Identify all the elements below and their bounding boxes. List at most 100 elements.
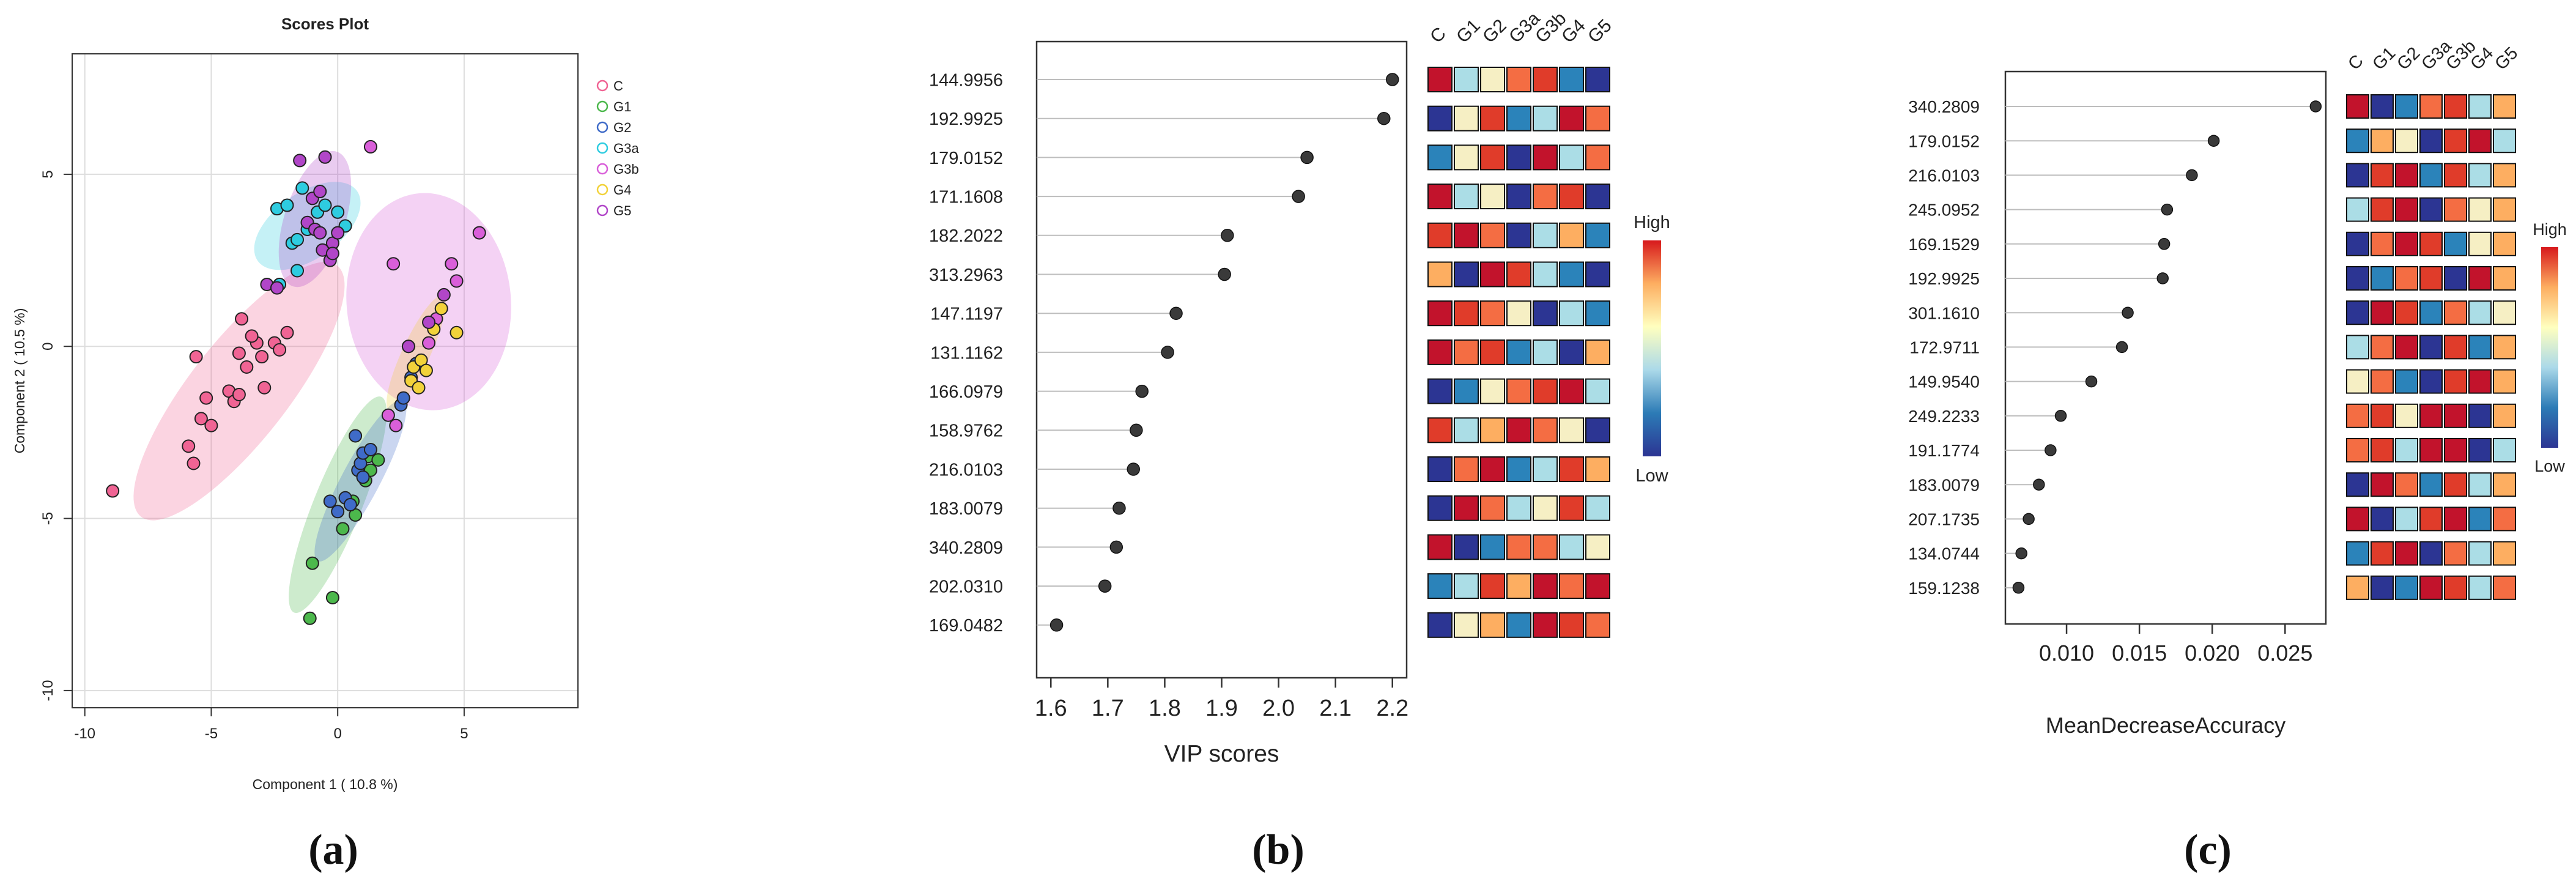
data-point-g1 — [371, 453, 385, 467]
feature-label: 191.1774 — [1908, 441, 1980, 460]
heatmap-cell — [1533, 612, 1558, 638]
heatmap-cell — [1506, 378, 1531, 404]
feature-label: 207.1735 — [1908, 510, 1980, 529]
heatmap-cell — [1559, 339, 1584, 365]
data-point-c — [255, 350, 269, 364]
heatmap-cell — [1533, 67, 1558, 92]
heatmap-cell — [2371, 369, 2394, 394]
heatmap-cell — [1480, 261, 1505, 288]
data-point-g3a — [318, 198, 332, 212]
data-point-g2 — [323, 494, 337, 508]
color-scale-bar — [2541, 247, 2558, 448]
heatmap-group-header: C — [1426, 23, 1450, 47]
heatmap-cell — [2493, 575, 2516, 600]
heatmap-cell — [2444, 94, 2467, 119]
data-point-g3b — [389, 418, 403, 432]
heatmap-cell — [1585, 300, 1610, 327]
heatmap-cell — [1480, 495, 1505, 521]
legend-label-g5: G5 — [613, 203, 631, 218]
feature-label: 245.0952 — [1908, 201, 1980, 220]
heatmap-cell — [2419, 541, 2443, 566]
heatmap-cell — [1506, 261, 1531, 288]
feature-label: 216.0103 — [929, 460, 1003, 480]
heatmap-cell — [1427, 534, 1453, 560]
heatmap-cell — [2419, 94, 2443, 119]
heatmap-cell — [1480, 105, 1505, 132]
heatmap-cell — [2468, 266, 2492, 291]
heatmap-cell — [1454, 495, 1479, 521]
x-tick-label: -10 — [74, 726, 95, 742]
heatmap-cell — [1506, 144, 1531, 171]
value-dot — [1049, 618, 1064, 632]
heatmap-cell — [1480, 573, 1505, 599]
x-axis-title: Component 1 ( 10.8 %) — [253, 776, 398, 792]
data-point-g5 — [401, 340, 415, 354]
heatmap-cell — [1427, 300, 1453, 327]
heatmap-cell — [1454, 144, 1479, 171]
data-point-g2 — [331, 505, 345, 519]
mda-panel: 340.2809 179.0152 216.0103 245.0952 169.1529… — [1682, 0, 2576, 887]
heatmap-cell — [1533, 300, 1558, 327]
feature-label: 313.2963 — [929, 265, 1003, 285]
value-dot — [1218, 267, 1231, 281]
heatmap-cell — [1533, 417, 1558, 444]
data-point-c — [199, 391, 213, 405]
heatmap-cell — [2468, 94, 2492, 119]
heatmap-cell — [2444, 541, 2467, 566]
legend-low-label: Low — [1635, 466, 1668, 486]
legend-label-g1: G1 — [613, 99, 631, 114]
data-point-g5 — [313, 185, 327, 199]
heatmap-cell — [2395, 266, 2418, 291]
data-point-g3b — [445, 257, 459, 271]
value-dot — [1169, 306, 1183, 320]
legend-high-label: High — [2533, 220, 2567, 239]
feature-label: 340.2809 — [929, 538, 1003, 558]
feature-label: 171.1608 — [929, 188, 1003, 207]
heatmap-cell — [2468, 300, 2492, 325]
legend-high-label: High — [1634, 213, 1670, 232]
value-dot — [1127, 462, 1140, 476]
heatmap-cell — [1427, 339, 1453, 365]
heatmap-cell — [2444, 197, 2467, 222]
heatmap-cell — [2346, 335, 2369, 360]
heatmap-cell — [2371, 128, 2394, 154]
caption: (b) — [1252, 826, 1305, 874]
heatmap-cell — [2444, 335, 2467, 360]
data-point-c — [232, 346, 246, 360]
heatmap-cell — [2371, 266, 2394, 291]
heatmap-cell — [1585, 573, 1610, 599]
legend-marker-g5 — [596, 204, 609, 217]
heatmap-cell — [1427, 495, 1453, 521]
heatmap-cell — [2444, 266, 2467, 291]
data-point-g3b — [472, 226, 486, 240]
x-tick-label: -5 — [205, 726, 218, 742]
heatmap-cell — [2468, 163, 2492, 188]
heatmap-cell — [1506, 105, 1531, 132]
heatmap-cell — [2493, 335, 2516, 360]
data-point-g4 — [434, 302, 448, 316]
data-point-g1 — [303, 611, 317, 625]
heatmap-cell — [1427, 261, 1453, 288]
heatmap-cell — [1533, 144, 1558, 171]
heatmap-cell — [2395, 94, 2418, 119]
value-dot — [2045, 444, 2057, 456]
heatmap-cell — [1585, 495, 1610, 521]
heatmap-cell — [1559, 300, 1584, 327]
value-dot — [2085, 375, 2098, 388]
vip-scores-panel: 144.9956 192.9925 179.0152 171.1608 182.2022… — [673, 0, 1682, 887]
feature-label: 147.1197 — [930, 305, 1003, 324]
x-tick-label: 0.015 — [2112, 640, 2167, 666]
heatmap-cell — [1454, 339, 1479, 365]
data-point-g5 — [318, 150, 332, 164]
heatmap-cell — [1427, 612, 1453, 638]
heatmap-cell — [2468, 197, 2492, 222]
data-point-g3a — [291, 232, 305, 247]
heatmap-cell — [2346, 472, 2369, 497]
data-point-c — [273, 343, 287, 357]
heatmap-cell — [2468, 541, 2492, 566]
heatmap-cell — [2493, 94, 2516, 119]
heatmap-cell — [2468, 403, 2492, 428]
heatmap-cell — [2468, 335, 2492, 360]
heatmap-cell — [2346, 94, 2369, 119]
heatmap-cell — [2468, 507, 2492, 532]
